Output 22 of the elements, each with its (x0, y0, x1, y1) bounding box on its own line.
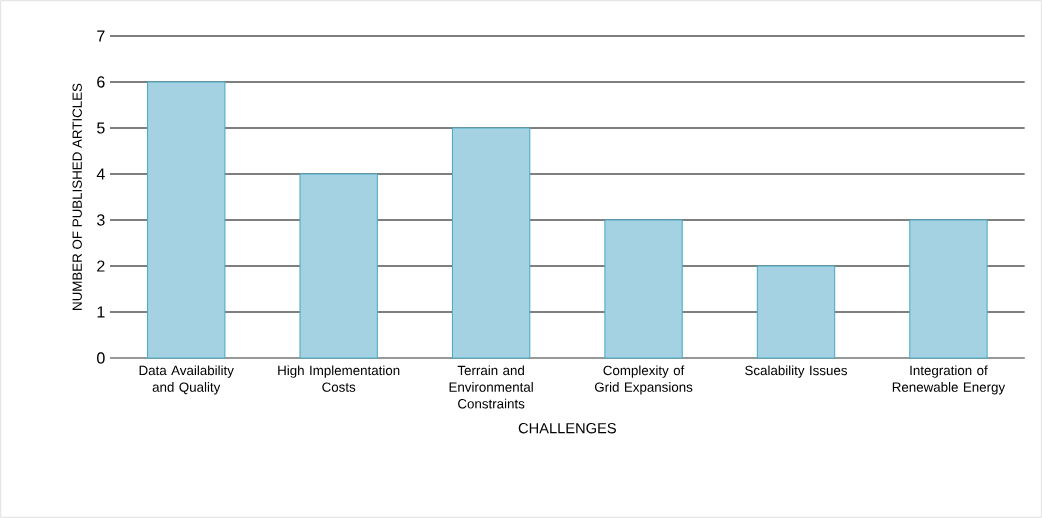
y-tick-label: 3 (97, 214, 105, 226)
y-tick-label: 1 (97, 306, 105, 318)
x-tick-label: High Implementation Costs (278, 365, 400, 392)
y-tick-label: 7 (97, 30, 105, 42)
bar (299, 173, 378, 359)
x-axis-title: CHALLENGES (518, 423, 616, 434)
x-tick-label: Data Availability and Quality (139, 365, 234, 395)
bar (756, 265, 836, 359)
x-tick-label: Integration of Renewable Energy (892, 365, 1006, 395)
y-axis-title: NUMBER OF PUBLISHED ARTICLES (72, 83, 82, 310)
x-tick-label: Terrain and Environmental Constraints (449, 365, 533, 409)
bar (604, 219, 683, 359)
y-tick-label: 2 (97, 260, 105, 272)
bar (451, 127, 531, 359)
bar (909, 219, 988, 359)
y-tick-label: 5 (97, 122, 105, 134)
y-tick-label: 4 (96, 168, 105, 180)
y-tick-label: 0 (97, 352, 105, 364)
bar (147, 81, 226, 359)
x-tick-label: Scalability Issues (745, 365, 848, 378)
x-tick-label: Complexity of Grid Expansions (594, 365, 693, 395)
y-tick-label: 6 (97, 76, 105, 88)
